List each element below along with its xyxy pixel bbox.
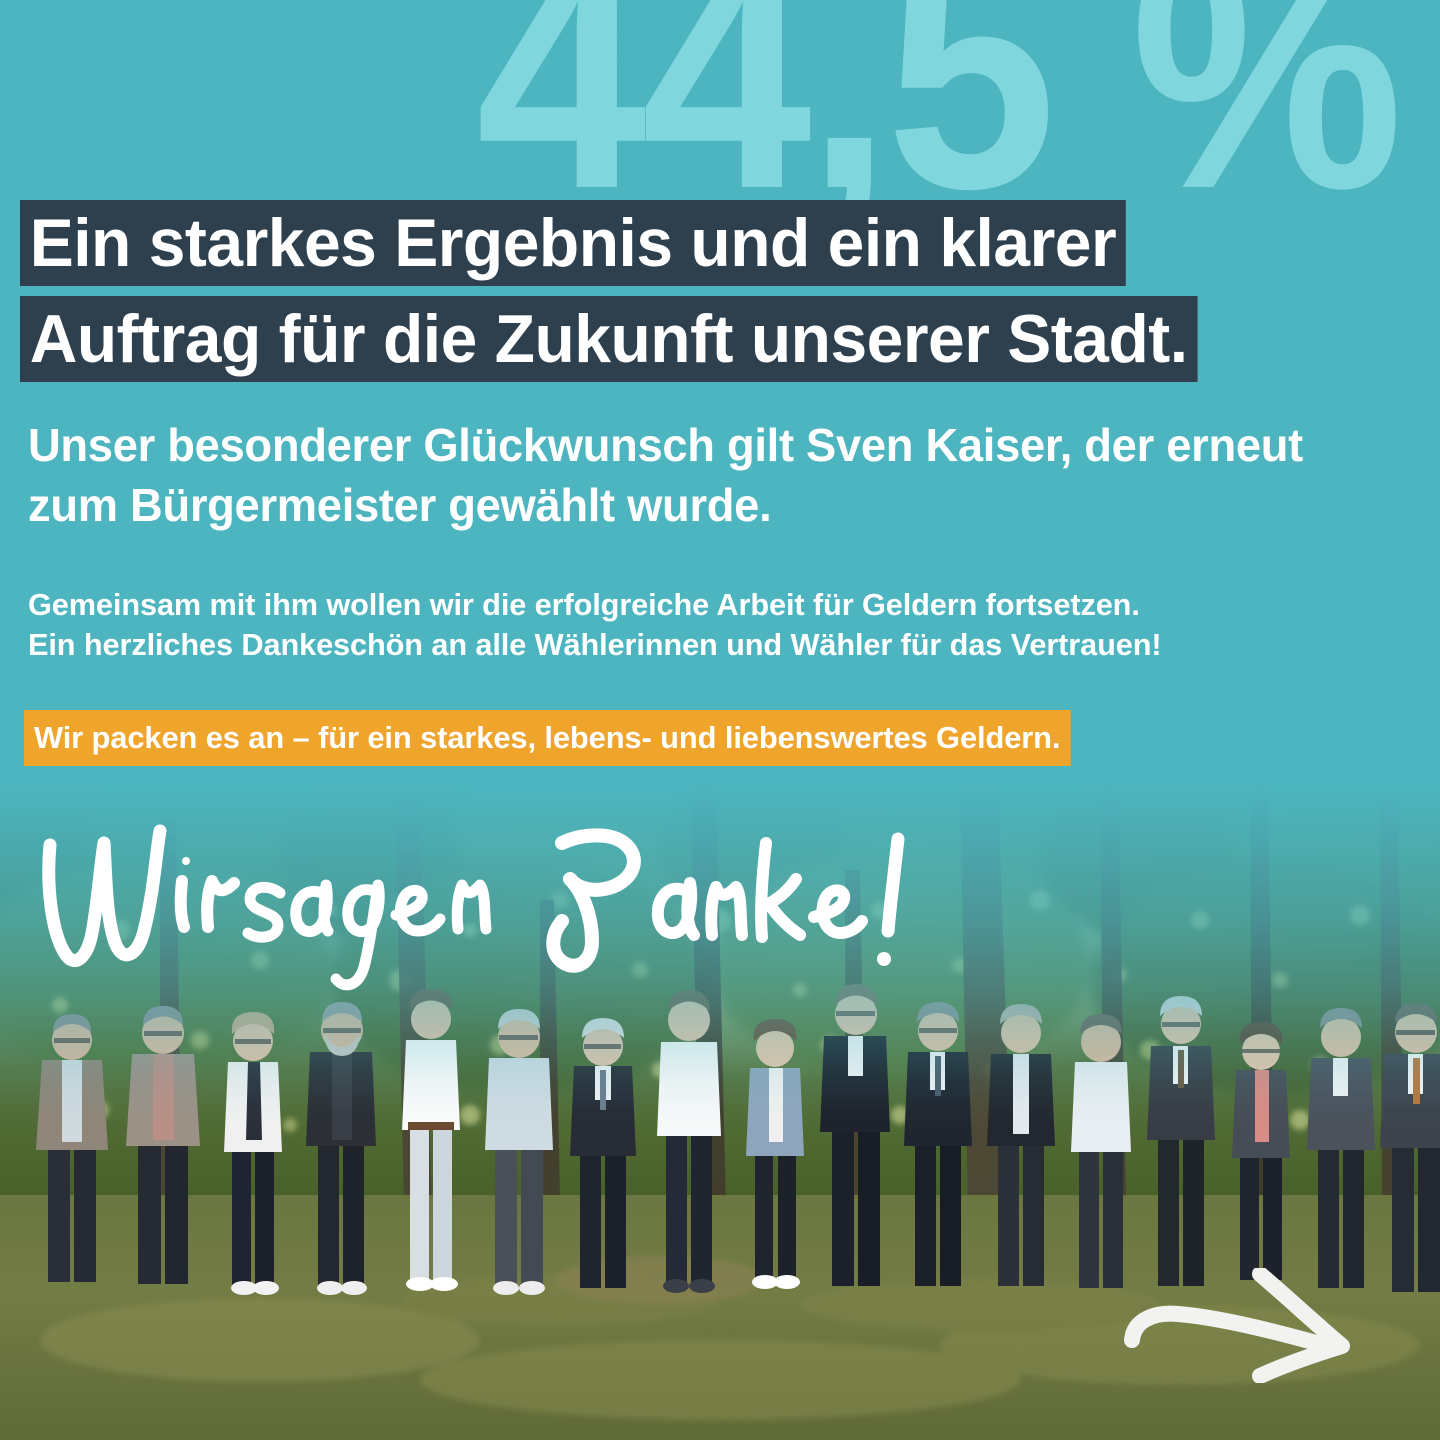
body-paragraph-line-2: Ein herzliches Dankeschön an alle Wähler… xyxy=(28,627,1162,662)
headline-line-1: Ein starkes Ergebnis und ein klarer xyxy=(20,200,1126,286)
headline-line-2: Auftrag für die Zukunft unserer Stadt. xyxy=(20,296,1198,382)
body-paragraph-line-1: Gemeinsam mit ihm wollen wir die erfolgr… xyxy=(28,587,1140,622)
body-paragraph: Gemeinsam mit ihm wollen wir die erfolgr… xyxy=(28,585,1394,665)
thank-you-script-lettering xyxy=(22,795,942,995)
headline: Ein starkes Ergebnis und ein klarer Auft… xyxy=(20,200,1440,392)
hand-drawn-right-arrow-icon xyxy=(1120,1268,1390,1383)
result-percentage-watermark: 44,5 % xyxy=(476,0,1404,257)
call-to-action-banner: Wir packen es an – für ein starkes, lebe… xyxy=(24,710,1071,766)
subheadline: Unser besonderer Glückwunsch gilt Sven K… xyxy=(28,419,1303,531)
